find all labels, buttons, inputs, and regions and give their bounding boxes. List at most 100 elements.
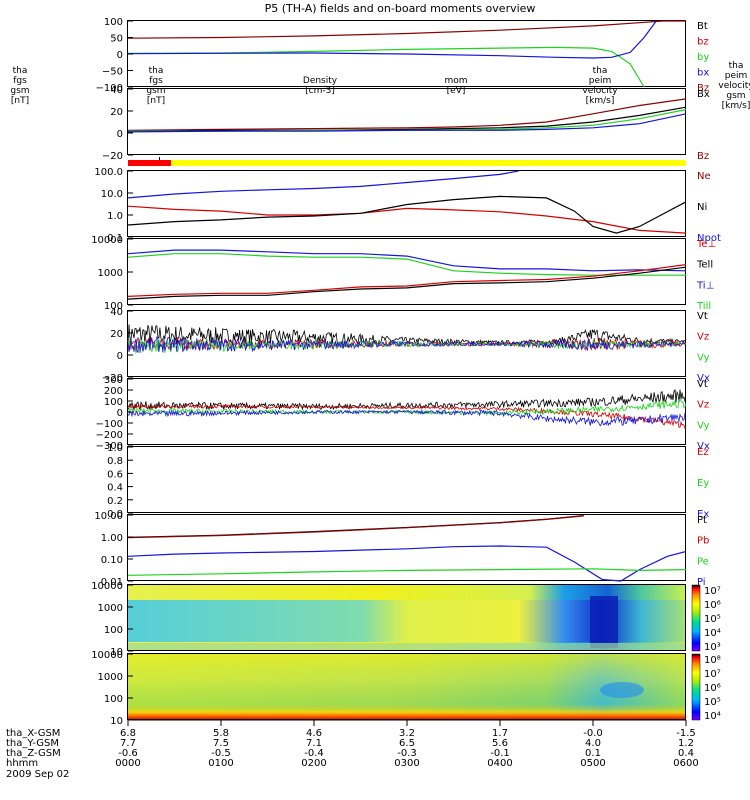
mode-bar-red	[128, 160, 171, 166]
colorbars	[691, 584, 701, 721]
panel-2-ylabel-line: tha	[149, 66, 164, 76]
panel-8-series-Pt	[127, 515, 584, 538]
panel-6-ylabel: thapeimvelocitygsm[km/s]	[718, 61, 750, 111]
panel-6-ylabel-line: [km/s]	[722, 101, 750, 111]
panel-6-ytick-label: −100	[96, 419, 123, 430]
panel-9-ytick-label: 1000	[98, 603, 123, 614]
panel-2-ylabel-line: fgs	[149, 76, 163, 86]
panel-1-ytick-label: 50	[110, 34, 123, 45]
panel-6-legend-entry: Vy	[697, 420, 710, 431]
ephemeris-value: 4.6	[306, 728, 322, 739]
panel-6-legend-entry: Vz	[697, 400, 709, 411]
panel-4-series-Till	[127, 253, 686, 276]
ephemeris-value: 4.0	[585, 738, 601, 749]
panel-4-series-Te⊥	[127, 264, 686, 297]
panel-2-legend-entry: Bx	[697, 89, 710, 100]
ephemeris-row-label: tha_Z-GSM	[6, 748, 61, 759]
panel-9-colorbar-tick: 10⁵	[704, 614, 721, 625]
panel-3-ytick-label: 100.0	[94, 167, 123, 178]
ion-spec-frame	[127, 584, 686, 651]
ephemeris-value: 5.8	[213, 728, 229, 739]
panel-1-series-by	[127, 46, 645, 88]
panel-5-ylabel-line: velocity	[582, 86, 618, 96]
panel-2-series-Bz	[127, 98, 686, 131]
ephemeris-value: -0.3	[397, 748, 417, 759]
ephemeris-value: 0200	[301, 758, 326, 769]
panel-5-legend-entry: Vt	[697, 311, 708, 322]
ephemeris-row-label: tha_X-GSM	[6, 728, 60, 739]
panel-7-ytick-label: 0.4	[107, 483, 123, 494]
panel-5-ytick-label: 0	[117, 351, 123, 362]
panel-9-colorbar-tick: 10³	[704, 642, 721, 653]
panel-2-legend-entry: Bz	[697, 151, 709, 162]
panel-10-colorbar-tick: 10⁶	[704, 683, 721, 694]
panel-9-colorbar-tick: 10⁶	[704, 600, 721, 611]
electron-spectrogram	[127, 653, 686, 720]
panel-1-ytick-label: 100	[104, 17, 123, 28]
ephemeris-value: -0.5	[211, 748, 231, 759]
electron-colorbar	[691, 653, 701, 721]
ephemeris-value: 0100	[208, 758, 233, 769]
panel-5-legend-entry: Vz	[697, 332, 709, 343]
panel-8-ytick-label: 1.00	[101, 533, 123, 544]
panel-6-series-Vz	[127, 403, 686, 430]
panel-8-series-Pb	[127, 515, 584, 539]
panel-1-legend-entry: Bz	[697, 83, 709, 94]
panel-5-ytick-label: 20	[110, 329, 123, 340]
panel-1-ylabel-line: fgs	[13, 76, 27, 86]
panel-6-ytick-label: −200	[96, 430, 123, 441]
ephemeris-value: 0600	[673, 758, 698, 769]
panel-6-series-Vt	[127, 388, 686, 412]
panel-4-ylabel: mom[eV]	[444, 76, 467, 96]
panel-6-legend-entry: Vx	[697, 441, 710, 452]
panel-6-ytick-label: 100	[104, 397, 123, 408]
panel-10-ytick-label: 10000	[91, 650, 123, 661]
panel-6-ylabel-line: peim	[725, 71, 748, 81]
panel-6-ylabel-line: tha	[729, 61, 744, 71]
ephemeris-value: 7.1	[306, 738, 322, 749]
panel-5-ylabel-line: tha	[593, 66, 608, 76]
ephemeris-value: -0.1	[490, 748, 510, 759]
panel-8-series-Pi	[127, 545, 686, 582]
panel-4-legend-entry: Tell	[696, 260, 713, 271]
panel-10-ytick-label: 1000	[98, 672, 123, 683]
panel-4-legend-entry: Ti⊥	[696, 280, 714, 291]
panel-3-ytick-label: 1.0	[107, 211, 123, 222]
panel-4-ytick-label: 1000	[98, 268, 123, 279]
panel-1-ytick-label: −100	[96, 83, 123, 94]
panel-2-series-By-blue	[127, 113, 686, 133]
panel-10-ytick-label: 10	[110, 716, 123, 727]
panel-7-legend-entry: Ez	[697, 447, 709, 458]
panel-1-legend-entry: bz	[697, 37, 709, 48]
ephemeris-value: 1.2	[678, 738, 694, 749]
panel-6-series-Vy	[127, 398, 686, 417]
ele-spec-bands	[128, 654, 686, 720]
ion-spectrogram	[127, 584, 686, 651]
panel-4-legend-entry: Till	[696, 301, 711, 312]
panel-5-ylabel-line: peim	[589, 76, 612, 86]
panel-8-ytick-label: 0.10	[101, 555, 123, 566]
ephemeris-value: -1.5	[676, 728, 696, 739]
panel-4-series-Ti⊥	[127, 249, 686, 272]
panel-2-ytick-label: 20	[110, 107, 123, 118]
panel-8-frame	[127, 514, 686, 581]
panel-7-legend-entry: Ex	[697, 509, 709, 520]
panel-10-colorbar-tick: 10⁵	[704, 697, 721, 708]
panel-9-ytick-label: 100	[104, 625, 123, 636]
panel-1-series-bx	[127, 20, 657, 59]
panel-7-ytick-label: 0.6	[107, 469, 123, 480]
panel-8-legend-entry: Pb	[697, 536, 709, 547]
ephemeris-value: 0000	[115, 758, 140, 769]
ephemeris-value: 0400	[487, 758, 512, 769]
panel-10-colorbar-tick: 10⁸	[704, 655, 721, 666]
panel-9-ytick-label: 10000	[91, 581, 123, 592]
panel-6-ytick-label: 200	[104, 386, 123, 397]
panel-1-legend-entry: bx	[697, 68, 709, 79]
panel-3-ytick-label: 0.1	[107, 233, 123, 244]
mode-bar	[128, 157, 686, 166]
panel-8-legend-entry: Pt	[697, 515, 707, 526]
panel-3-series-Ne	[127, 205, 686, 234]
